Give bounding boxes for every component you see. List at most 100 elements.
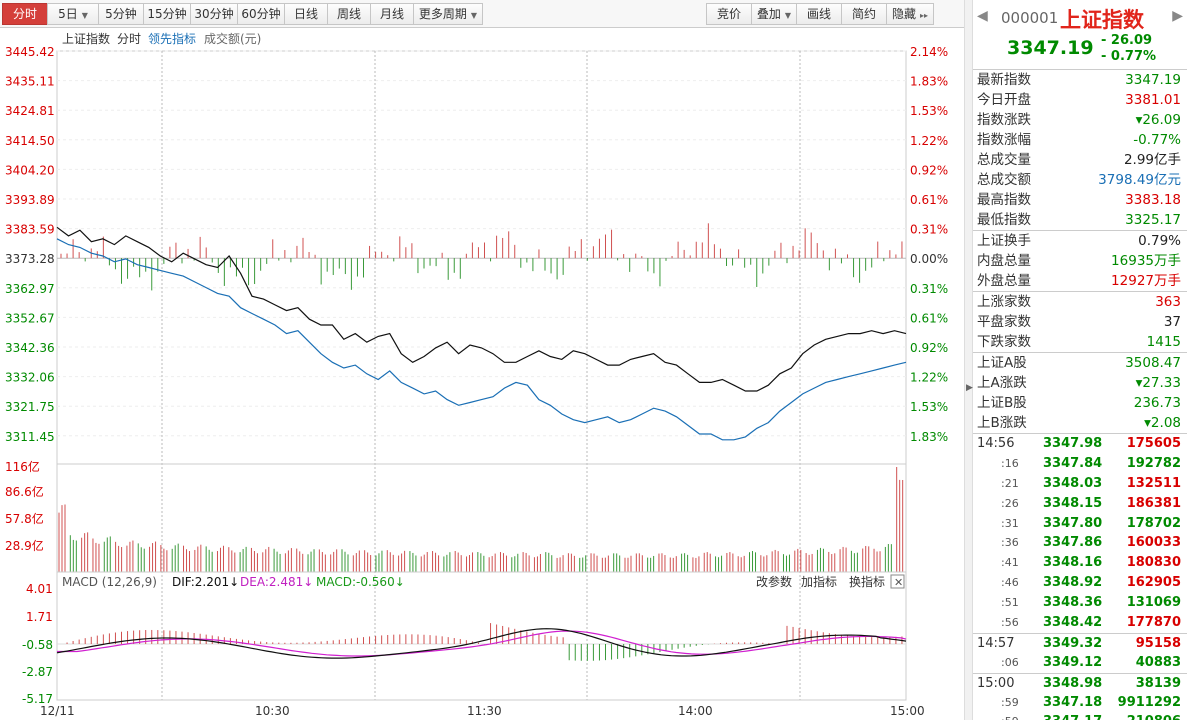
time-axis-label: 12/11 — [40, 704, 75, 718]
tick-row[interactable]: 14:57 3349.32 95158 — [973, 632, 1187, 653]
tick-price: 3347.84 — [1043, 455, 1103, 471]
collapse-arrow-icon[interactable]: ▶ — [966, 383, 973, 393]
period-tab-label: 日线 — [293, 7, 318, 21]
macd-tick-label: -5.17 — [22, 692, 53, 706]
tick-row[interactable]: 15:00 3348.98 38139 — [973, 672, 1187, 693]
tool-button-3[interactable]: 简约 — [841, 3, 887, 25]
stat-value: 236.73 — [1133, 395, 1181, 411]
period-tab-3[interactable]: 15分钟 — [143, 3, 191, 25]
price-pane-border — [56, 50, 907, 465]
period-tab-label: 5分钟 — [105, 7, 137, 21]
macd-dea-line — [57, 630, 907, 657]
stat-label: 总成交量 — [977, 152, 1031, 168]
tool-button-1[interactable]: 叠加 ▼ — [751, 3, 797, 25]
period-tab-1[interactable]: 5日 ▼ — [47, 3, 99, 25]
tick-row[interactable]: :41 3348.16 180830 — [973, 553, 1187, 573]
price-tick-label: 3435.11 — [5, 75, 55, 89]
tool-button-4[interactable]: 隐藏 ▸▸ — [886, 3, 934, 25]
dropdown-arrow-icon: ▼ — [81, 11, 88, 20]
stat-value: ▾27.33 — [1135, 375, 1181, 391]
tick-volume: 40883 — [1135, 654, 1181, 670]
stat-label: 上证换手 — [977, 233, 1031, 249]
stat-value: 3383.18 — [1125, 192, 1181, 208]
tick-row[interactable]: :46 3348.92 162905 — [973, 573, 1187, 593]
pct-tick-label: 1.83% — [910, 430, 948, 444]
next-arrow-icon[interactable]: ▶ — [1172, 8, 1183, 24]
period-tab-8[interactable]: 月线 — [370, 3, 414, 25]
chart-svg[interactable]: 上证指数 分时 领先指标 成交额(元) 3445.42 2.14% 3435.11 1.83%… — [0, 28, 964, 720]
stat-row: 平盘家数 37 — [973, 312, 1187, 332]
tick-row[interactable]: :31 3347.80 178702 — [973, 514, 1187, 534]
period-tab-0[interactable]: 分时 — [2, 3, 48, 25]
tool-button-label: 竞价 — [716, 7, 741, 21]
legend-leading: 领先指标 — [148, 31, 196, 46]
macd-dea: DEA:2.481↓ — [240, 575, 313, 589]
tick-row[interactable]: :59 3347.17 210806 — [973, 712, 1187, 720]
legend-mode: 分时 — [117, 32, 141, 46]
stat-label: 上证A股 — [977, 355, 1027, 371]
tick-price: 3349.32 — [1043, 635, 1103, 651]
tick-row[interactable]: :16 3347.84 192782 — [973, 454, 1187, 474]
tick-volume: 160033 — [1126, 535, 1181, 551]
index-price-line — [56, 226, 907, 392]
tick-row[interactable]: :26 3348.15 186381 — [973, 494, 1187, 514]
tick-row[interactable]: :59 3347.18 9911292 — [973, 693, 1187, 713]
tick-row[interactable]: 14:56 3347.98 175605 — [973, 434, 1187, 454]
prev-arrow-icon[interactable]: ◀ — [977, 8, 988, 24]
tick-row[interactable]: :06 3349.12 40883 — [973, 653, 1187, 673]
pct-tick-label: 0.00% — [910, 252, 948, 266]
period-toolbar: 分时 5日 ▼ 5分钟 15分钟 30分钟 60分钟 日线 周线 月线 更多周期 ▼ 竞价 叠加 ▼ 画线 简约… — [0, 0, 964, 28]
tick-row[interactable]: :51 3348.36 131069 — [973, 593, 1187, 613]
stat-row: 今日开盘 3381.01 — [973, 90, 1187, 110]
pct-tick-label: 1.22% — [910, 371, 948, 385]
tick-row[interactable]: :21 3348.03 132511 — [973, 474, 1187, 494]
close-icon: ✕ — [894, 576, 903, 589]
stats-section-volume: 上证换手 0.79% 内盘总量 16935万手 外盘总量 12927万手 — [973, 231, 1187, 292]
change-value: - 26.09 — [1101, 33, 1153, 48]
switch-indicator-button: 换指标 — [849, 574, 885, 589]
tick-volume: 38139 — [1135, 675, 1181, 691]
tick-time: :59 — [1001, 712, 1019, 720]
period-tab-7[interactable]: 周线 — [327, 3, 371, 25]
price-tick-label: 3342.36 — [5, 341, 55, 355]
period-tab-2[interactable]: 5分钟 — [98, 3, 144, 25]
price-tick-label: 3332.06 — [5, 371, 55, 385]
period-tab-6[interactable]: 日线 — [284, 3, 328, 25]
tick-time: 15:00 — [977, 675, 1015, 691]
last-price: 3347.19 — [1007, 37, 1094, 59]
period-tab-4[interactable]: 30分钟 — [190, 3, 238, 25]
tick-list[interactable]: 14:56 3347.98 175605:16 3347.84 192782:21 334… — [973, 434, 1187, 720]
panel-divider[interactable]: ▶ — [964, 0, 973, 720]
tool-button-2[interactable]: 画线 — [796, 3, 842, 25]
tick-price: 3347.86 — [1043, 535, 1103, 551]
add-indicator-button: 加指标 — [801, 574, 837, 589]
stat-label: 平盘家数 — [977, 314, 1031, 330]
stat-label: 上B涨跌 — [977, 415, 1027, 431]
tick-row[interactable]: :56 3348.42 177870 — [973, 613, 1187, 633]
tick-row[interactable]: :36 3347.86 160033 — [973, 533, 1187, 553]
stats-section-ab: 上证A股 3508.47 上A涨跌 ▾27.33 上证B股 236.73 上B涨跌 ▾2.08 — [973, 353, 1187, 434]
tick-volume: 177870 — [1126, 615, 1181, 631]
stat-row: 上证A股 3508.47 — [973, 353, 1187, 373]
period-tab-label: 月线 — [379, 7, 404, 21]
pct-tick-label: 1.53% — [910, 104, 948, 118]
tick-volume: 186381 — [1126, 495, 1181, 511]
tick-time: :21 — [1001, 476, 1019, 490]
volume-tick-label: 28.9亿 — [5, 538, 44, 553]
period-tab-9[interactable]: 更多周期 ▼ — [413, 3, 483, 25]
stat-row: 上B涨跌 ▾2.08 — [973, 413, 1187, 433]
double-arrow-icon: ▸▸ — [919, 11, 929, 20]
stat-value: 1415 — [1146, 334, 1181, 350]
tick-price: 3347.18 — [1043, 694, 1103, 710]
stat-row: 指数涨跌 ▾26.09 — [973, 110, 1187, 130]
stat-row: 上涨家数 363 — [973, 292, 1187, 312]
stat-row: 下跌家数 1415 — [973, 332, 1187, 352]
price-tick-label: 3383.59 — [5, 223, 55, 237]
period-tab-5[interactable]: 60分钟 — [237, 3, 285, 25]
tool-button-0[interactable]: 竞价 — [706, 3, 752, 25]
period-tab-label: 周线 — [336, 7, 361, 21]
tick-time: :26 — [1001, 496, 1019, 510]
stat-value: 0.79% — [1138, 233, 1181, 249]
stock-code: 000001 — [1001, 9, 1059, 27]
pct-tick-label: 2.14% — [910, 45, 948, 59]
